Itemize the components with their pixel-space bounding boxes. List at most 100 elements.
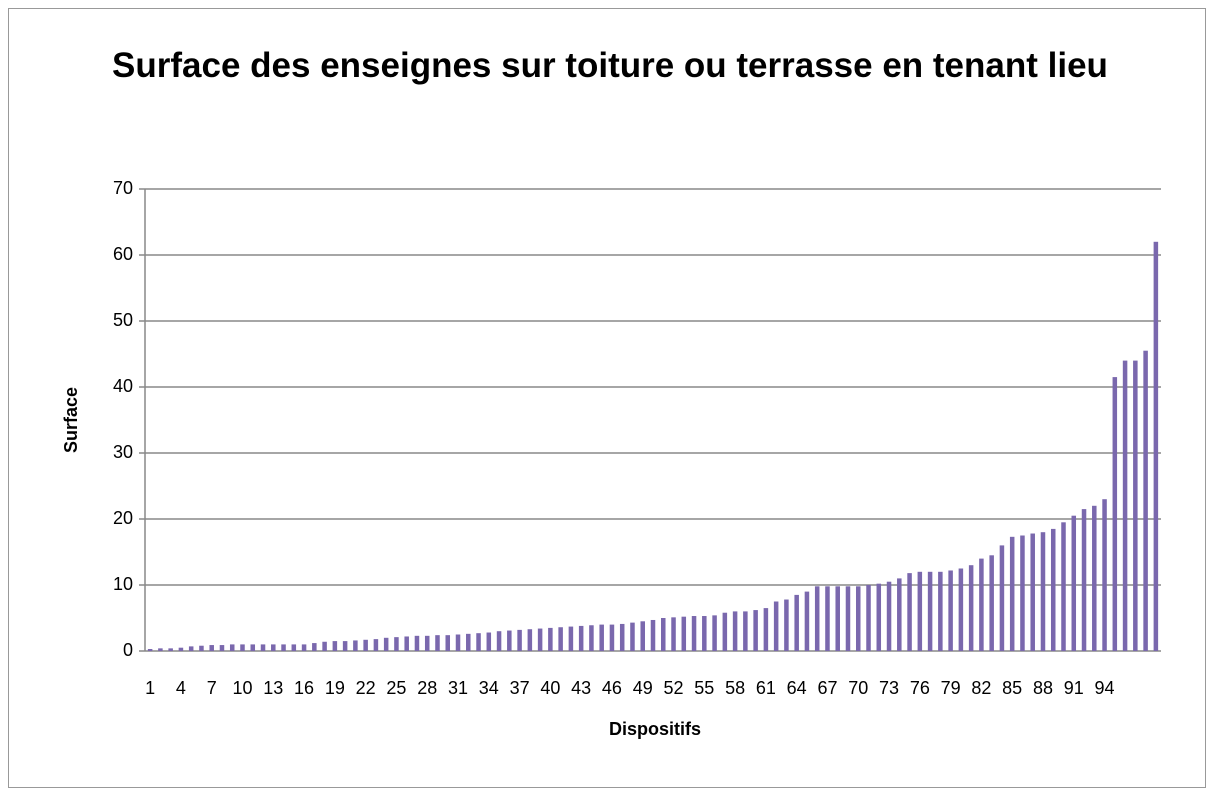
bar: [229, 644, 235, 651]
bar: [948, 570, 953, 651]
x-tick-label: 94: [1095, 678, 1115, 698]
x-tick-label: 85: [1002, 678, 1022, 698]
x-tick-label: 82: [971, 678, 991, 698]
bar: [486, 632, 492, 651]
bar: [835, 586, 840, 651]
bar: [1102, 499, 1107, 651]
bar: [476, 633, 481, 651]
y-tick-label: 30: [113, 442, 133, 462]
bar: [1040, 532, 1046, 651]
bar: [178, 647, 184, 651]
bar: [147, 649, 153, 651]
bar: [496, 631, 502, 651]
bar: [199, 645, 204, 651]
bar: [1122, 360, 1128, 651]
bar: [1153, 241, 1159, 652]
bar: [609, 624, 615, 651]
bar: [281, 644, 286, 651]
bar: [291, 644, 297, 651]
x-tick-label: 25: [386, 678, 406, 698]
bar: [702, 616, 707, 651]
bar: [897, 578, 902, 651]
bar: [219, 645, 225, 651]
y-tick-label: 60: [113, 244, 133, 264]
x-tick-label: 52: [664, 678, 684, 698]
bar: [455, 634, 461, 651]
bar: [753, 610, 758, 651]
x-tick-label: 43: [571, 678, 591, 698]
bar: [876, 583, 882, 651]
bar: [886, 581, 892, 651]
bar: [773, 601, 779, 651]
x-tick-label: 64: [787, 678, 807, 698]
y-tick-label: 50: [113, 310, 133, 330]
bar: [825, 586, 830, 651]
bar: [599, 624, 604, 651]
bar: [332, 641, 338, 651]
bar: [691, 616, 697, 651]
bar: [394, 637, 399, 651]
bar: [845, 586, 851, 651]
bar: [814, 586, 820, 651]
bar: [1071, 515, 1077, 651]
x-tick-label: 88: [1033, 678, 1053, 698]
bar: [855, 586, 861, 651]
bar: [650, 619, 656, 651]
bar: [989, 555, 994, 651]
bar: [1143, 350, 1148, 651]
bar: [661, 618, 666, 651]
bar: [424, 635, 430, 651]
bar: [188, 646, 194, 651]
x-tick-label: 40: [540, 678, 560, 698]
y-tick-label: 0: [123, 640, 133, 660]
x-tick-label: 73: [879, 678, 899, 698]
bar: [866, 585, 871, 651]
x-tick-label: 61: [756, 678, 776, 698]
x-tick-label: 19: [325, 678, 345, 698]
bar: [804, 591, 810, 651]
bar: [1092, 505, 1097, 651]
bar: [671, 617, 676, 651]
bar: [958, 568, 964, 651]
x-tick-label: 37: [510, 678, 530, 698]
x-tick-label: 70: [848, 678, 868, 698]
x-tick-label: 1: [145, 678, 155, 698]
bar: [907, 573, 912, 651]
bar: [435, 635, 440, 651]
x-tick-label: 76: [910, 678, 930, 698]
bar: [1133, 360, 1138, 651]
bar: [168, 648, 173, 651]
bar: [927, 571, 933, 651]
bar: [1112, 377, 1118, 651]
bar: [250, 644, 256, 651]
bar: [507, 630, 512, 651]
bar: [271, 644, 276, 651]
bar: [301, 644, 307, 651]
bar: [240, 644, 245, 651]
bar: [979, 558, 984, 651]
x-axis-label: Dispositifs: [609, 719, 701, 739]
x-tick-label: 28: [417, 678, 437, 698]
x-tick-label: 79: [941, 678, 961, 698]
bar: [917, 571, 923, 651]
bar: [322, 641, 327, 651]
bar: [414, 635, 420, 651]
bar: [548, 627, 553, 651]
x-tick-label: 13: [263, 678, 283, 698]
x-tick-label: 49: [633, 678, 653, 698]
bar: [158, 648, 163, 651]
bar: [1050, 528, 1056, 651]
bar: [209, 645, 214, 651]
bar: [743, 611, 748, 651]
bar: [445, 635, 451, 651]
x-tick-label: 4: [176, 678, 186, 698]
bar: [784, 599, 789, 651]
x-tick-label: 16: [294, 678, 314, 698]
x-tick-label: 58: [725, 678, 745, 698]
bar: [712, 615, 717, 651]
bar: [619, 623, 625, 651]
bar: [763, 608, 769, 651]
y-axis-label: Surface: [61, 387, 81, 453]
bar: [312, 643, 317, 651]
